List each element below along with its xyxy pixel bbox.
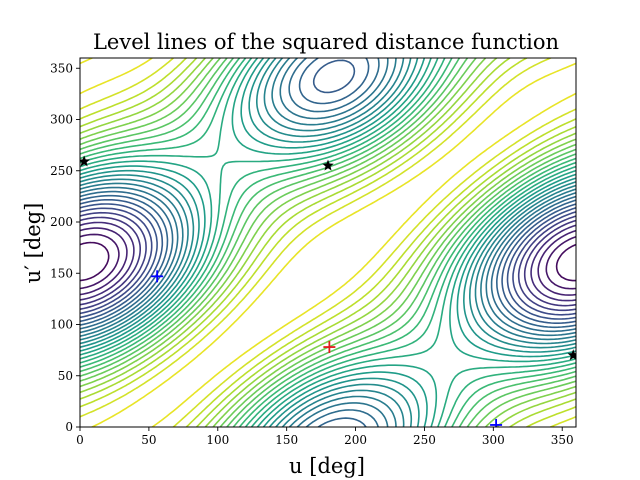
x-tick-label: 150 bbox=[275, 433, 298, 447]
x-tick-label: 200 bbox=[344, 433, 367, 447]
y-axis-ticks: 0 50 100 150 200 250 300 350 bbox=[50, 61, 80, 434]
contour-level-line bbox=[80, 58, 576, 427]
chart-title: Level lines of the squared distance func… bbox=[93, 30, 559, 54]
critical-point-markers bbox=[80, 155, 576, 427]
x-tick-label: 350 bbox=[551, 433, 574, 447]
contour-level-line bbox=[80, 58, 576, 427]
contour-level-line bbox=[80, 203, 576, 320]
contour-level-line bbox=[80, 58, 576, 427]
contour-level-line bbox=[80, 211, 576, 312]
critical-point-star bbox=[80, 155, 90, 167]
contour-level-line bbox=[80, 233, 576, 290]
contour-level-line bbox=[80, 58, 576, 427]
saddle-marker bbox=[151, 270, 164, 283]
x-axis-label: u [deg] bbox=[289, 454, 365, 478]
minimum-marker bbox=[323, 341, 336, 354]
y-tick-label: 100 bbox=[50, 318, 73, 332]
contour-level-line bbox=[80, 58, 576, 427]
y-axis-label: u′ [deg] bbox=[21, 203, 45, 284]
y-tick-label: 300 bbox=[50, 113, 73, 127]
y-tick-label: 50 bbox=[58, 369, 73, 383]
saddle-marker bbox=[490, 418, 503, 427]
contour-level-line bbox=[80, 58, 576, 427]
contour-level-line bbox=[80, 58, 576, 427]
x-tick-label: 300 bbox=[482, 433, 505, 447]
contour-level-line bbox=[80, 58, 576, 427]
contour-level-line bbox=[80, 58, 576, 427]
contour-lines bbox=[80, 58, 576, 427]
contour-level-line bbox=[80, 58, 576, 427]
x-tick-label: 250 bbox=[413, 433, 436, 447]
contour-level-line bbox=[80, 58, 576, 427]
y-tick-label: 0 bbox=[65, 420, 73, 434]
contour-level-line bbox=[80, 58, 576, 427]
contour-level-line bbox=[80, 58, 576, 427]
contour-level-line bbox=[80, 59, 576, 324]
contour-level-line bbox=[80, 241, 576, 282]
y-tick-label: 350 bbox=[50, 61, 73, 75]
x-tick-label: 50 bbox=[141, 433, 156, 447]
contour-level-line bbox=[80, 58, 576, 427]
contour-level-line bbox=[80, 58, 576, 427]
critical-point-star bbox=[567, 349, 576, 361]
contour-level-line bbox=[80, 216, 576, 307]
critical-point-star bbox=[322, 159, 334, 171]
contour-level-line bbox=[80, 58, 576, 427]
y-tick-label: 200 bbox=[50, 215, 73, 229]
contour-level-line bbox=[80, 227, 576, 296]
y-tick-label: 250 bbox=[50, 164, 73, 178]
y-tick-label: 150 bbox=[50, 266, 73, 280]
plot-frame bbox=[79, 57, 577, 428]
x-tick-label: 100 bbox=[206, 433, 229, 447]
contour-level-line bbox=[80, 58, 576, 427]
x-tick-label: 0 bbox=[76, 433, 84, 447]
x-axis-ticks: 0 50 100 150 200 250 300 350 bbox=[76, 427, 574, 447]
contour-level-line bbox=[80, 221, 576, 302]
contour-level-line bbox=[80, 207, 576, 316]
